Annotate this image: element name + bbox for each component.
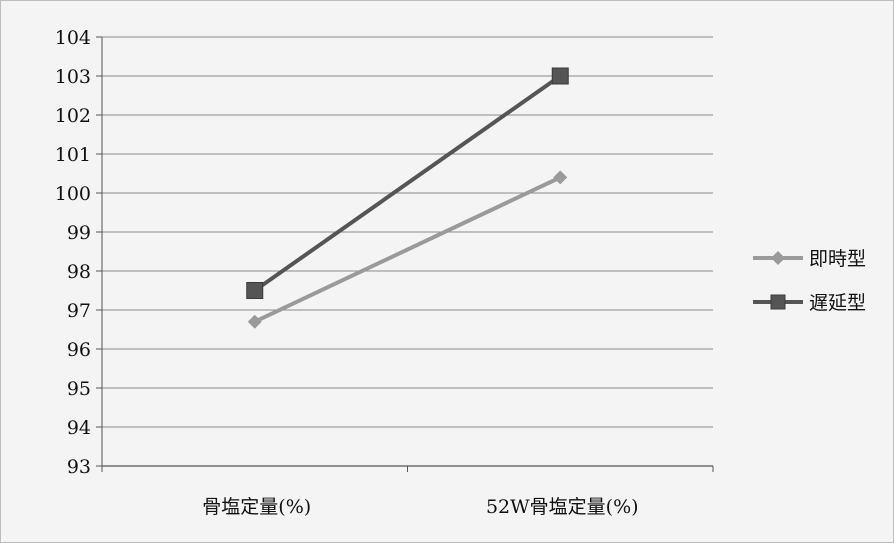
axes: [96, 36, 714, 472]
legend-marker: [770, 294, 786, 310]
y-tick-label: 100: [55, 183, 91, 205]
y-tick-label: 95: [67, 378, 91, 400]
y-tick-label: 101: [55, 144, 91, 166]
legend-label: 遅延型: [809, 292, 866, 314]
y-tick-label: 98: [67, 261, 91, 283]
data-point: [551, 67, 569, 85]
y-tick-labels: 93 94 95 96 97 98 99 100 101 102 103 104: [55, 27, 91, 478]
x-category-labels: 骨塩定量(%) 52W骨塩定量(%): [202, 496, 638, 518]
series-line: [253, 74, 562, 293]
y-tick-label: 102: [55, 105, 91, 127]
legend-label: 即時型: [809, 248, 866, 270]
data-point: [553, 170, 568, 185]
y-tick-label: 93: [67, 456, 91, 478]
series-line: [253, 175, 562, 324]
legend-marker: [771, 251, 785, 265]
x-category-label: 骨塩定量(%): [202, 496, 311, 518]
y-tick-label: 103: [55, 66, 91, 88]
x-category-label: 52W骨塩定量(%): [486, 496, 639, 518]
data-point: [247, 314, 262, 329]
y-tick-label: 94: [67, 417, 91, 439]
data-point: [246, 282, 264, 299]
y-tick-label: 104: [55, 27, 91, 49]
y-tick-label: 97: [67, 300, 91, 322]
series-lines: [246, 67, 569, 329]
y-tick-label: 96: [67, 339, 91, 361]
y-tick-label: 99: [67, 222, 91, 244]
gridlines: [102, 36, 713, 428]
